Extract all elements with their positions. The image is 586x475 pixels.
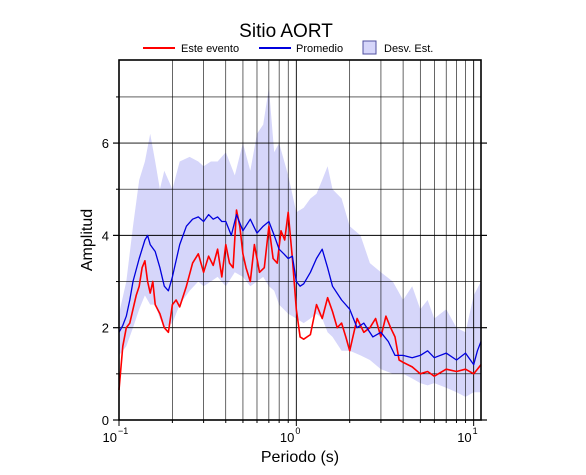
event-series-line xyxy=(118,209,482,391)
y-tick-label: 2 xyxy=(102,321,109,336)
y-tick-label: 0 xyxy=(102,413,109,428)
y-axis-label: Amplitud xyxy=(79,209,96,271)
x-tick-label-exponent: −1 xyxy=(118,426,128,436)
legend-mean-label: Promedio xyxy=(296,43,343,55)
y-tick-label: 6 xyxy=(102,136,109,151)
plot-frame xyxy=(118,59,482,421)
legend: Este evento Promedio Desv. Est. xyxy=(143,40,433,55)
legend-event-label: Este evento xyxy=(181,43,239,55)
x-tick-label-base: 10 xyxy=(103,430,117,445)
legend-band-swatch xyxy=(362,40,377,55)
x-axis-label: Periodo (s) xyxy=(261,449,339,466)
x-tick-label-base: 10 xyxy=(457,430,471,445)
x-tick-label-exponent: 0 xyxy=(295,426,300,436)
legend-band-label: Desv. Est. xyxy=(384,43,433,55)
chart-title: Sitio AORT xyxy=(239,21,333,42)
x-tick-label-exponent: 1 xyxy=(473,426,478,436)
mean-series-line xyxy=(118,213,482,366)
std-dev-band xyxy=(119,87,481,397)
y-tick-label: 4 xyxy=(102,228,109,243)
x-tick-label-base: 10 xyxy=(280,430,294,445)
